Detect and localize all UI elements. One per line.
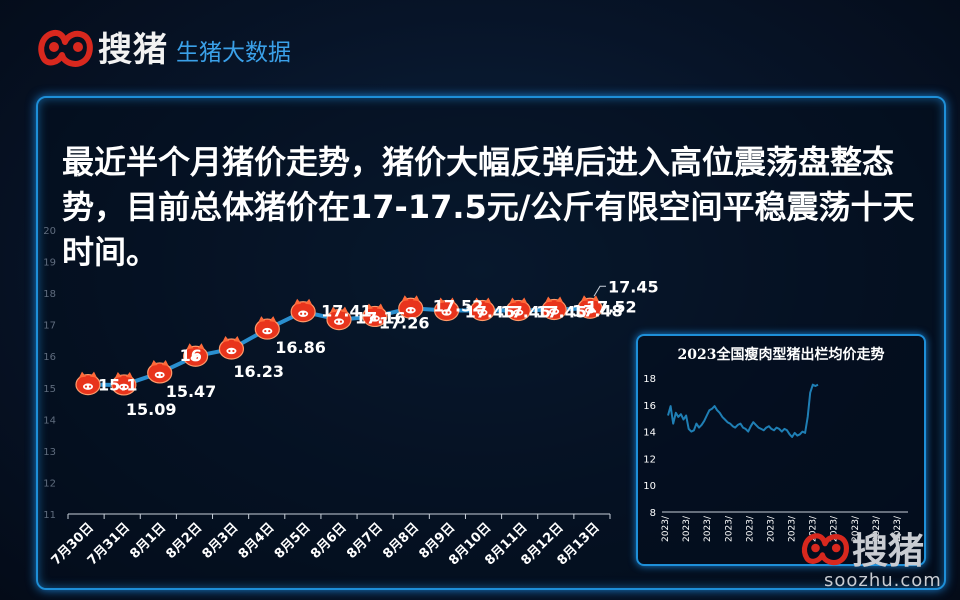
data-label: 17.45 bbox=[465, 302, 516, 321]
pig-icon bbox=[111, 371, 137, 396]
y-tick-label: 14 bbox=[43, 415, 56, 426]
pig-logo-icon bbox=[38, 29, 93, 67]
y-tick-label: 16 bbox=[43, 352, 56, 363]
pig-icon bbox=[577, 295, 603, 319]
inset-x-tick-label: 2023/ bbox=[830, 515, 840, 542]
y-tick-label: 19 bbox=[43, 258, 56, 269]
inset-x-tick-label: 2023/ bbox=[851, 515, 861, 542]
pig-icon bbox=[75, 371, 101, 396]
inset-chart-title: 2023全国瘦肉型猪出栏均价走势 bbox=[677, 347, 885, 363]
x-tick-label: 8月7日 bbox=[344, 520, 386, 562]
pig-logo-icon bbox=[802, 533, 850, 566]
inset-x-tick-label: 2023/ bbox=[661, 515, 671, 542]
y-tick-label: 20 bbox=[43, 226, 56, 237]
inset-chart-panel: 2023全国瘦肉型猪出栏均价走势 8 10 12 14 16 18 2023/2023/20… bbox=[636, 334, 926, 566]
pig-icon bbox=[147, 359, 173, 384]
pig-icon bbox=[505, 297, 531, 322]
data-label: 17.45 bbox=[536, 302, 587, 321]
data-label: 15.47 bbox=[166, 382, 217, 401]
y-tick-label: 13 bbox=[43, 447, 56, 458]
data-label: 16.86 bbox=[275, 338, 326, 357]
inset-x-tick-label: 2023/ bbox=[872, 515, 882, 542]
pig-icon bbox=[218, 335, 245, 360]
data-label: 17.16 bbox=[355, 309, 406, 328]
y-tick-label: 11 bbox=[43, 510, 56, 521]
pig-icon bbox=[433, 297, 460, 322]
pig-icon bbox=[469, 297, 496, 322]
inset-y-tick-label: 10 bbox=[643, 481, 656, 492]
data-label: 17.48 bbox=[572, 302, 623, 321]
x-tick-label: 8月2日 bbox=[164, 520, 206, 562]
y-tick-label: 15 bbox=[43, 384, 56, 395]
headline-text: 最近半个月猪价走势，猪价大幅反弹后进入高位震荡盘整态势，目前总体猪价在17-17… bbox=[62, 143, 915, 271]
brand-subtitle: 生猪大数据 bbox=[176, 39, 291, 66]
inset-x-tick-label: 2023/ bbox=[766, 515, 776, 542]
x-tick-label: 8月6日 bbox=[308, 520, 350, 562]
inset-x-tick-label: 2023/ bbox=[788, 515, 798, 542]
y-tick-label: 17 bbox=[43, 321, 56, 332]
data-label: 15.09 bbox=[126, 400, 177, 419]
inset-x-tick-label: 2023/ bbox=[893, 515, 903, 542]
yearly-price-chart: 8 10 12 14 16 18 2023/2023/2023/2023/2023/2023… bbox=[643, 374, 908, 542]
data-label: 17.41 bbox=[321, 302, 372, 321]
pig-icon bbox=[254, 316, 280, 340]
inset-y-tick-label: 16 bbox=[643, 401, 656, 412]
x-tick-label: 8月3日 bbox=[200, 520, 242, 562]
inset-y-tick-label: 8 bbox=[650, 508, 656, 519]
watermark-url: soozhu.com bbox=[824, 570, 942, 591]
pig-icon bbox=[398, 295, 424, 319]
inset-x-tick-label: 2023/ bbox=[703, 515, 713, 542]
x-tick-label: 8月5日 bbox=[272, 520, 314, 562]
pig-icon bbox=[182, 343, 209, 367]
annotation-label: 17.45 bbox=[608, 277, 659, 296]
data-label: 17.45 bbox=[500, 302, 551, 321]
inset-y-tick-label: 18 bbox=[643, 374, 656, 385]
inset-x-tick-label: 2023/ bbox=[682, 515, 692, 542]
data-label: 16 bbox=[180, 346, 202, 365]
data-label: 15.1 bbox=[98, 376, 137, 395]
watermark: 搜猪 soozhu.com bbox=[800, 522, 956, 596]
data-label: 17.26 bbox=[379, 313, 430, 332]
brand-logo: 搜猪 生猪大数据 bbox=[36, 22, 291, 71]
pig-icon bbox=[290, 298, 316, 323]
inset-x-tick-label: 2023/ bbox=[809, 515, 819, 542]
data-label: 17.52 bbox=[433, 296, 484, 315]
x-tick-label: 8月1日 bbox=[127, 520, 169, 562]
data-label: 16.23 bbox=[233, 362, 284, 381]
inset-y-tick-label: 14 bbox=[643, 428, 656, 439]
pig-icon bbox=[362, 303, 388, 328]
inset-series-line bbox=[667, 383, 819, 438]
pig-icon bbox=[326, 306, 352, 331]
inset-y-tick-label: 12 bbox=[643, 454, 656, 465]
data-label: 17.52 bbox=[586, 297, 637, 316]
watermark-brand: 搜猪 bbox=[852, 530, 925, 572]
annotation-leader bbox=[593, 285, 606, 297]
brand-name: 搜猪 bbox=[98, 30, 168, 70]
inset-x-tick-label: 2023/ bbox=[724, 515, 734, 542]
inset-x-tick-label: 2023/ bbox=[745, 515, 755, 542]
x-tick-label: 8月8日 bbox=[380, 520, 422, 562]
x-tick-label: 8月4日 bbox=[236, 520, 278, 562]
pig-icon bbox=[541, 296, 567, 321]
y-tick-label: 12 bbox=[43, 478, 56, 489]
y-tick-label: 18 bbox=[43, 289, 56, 300]
